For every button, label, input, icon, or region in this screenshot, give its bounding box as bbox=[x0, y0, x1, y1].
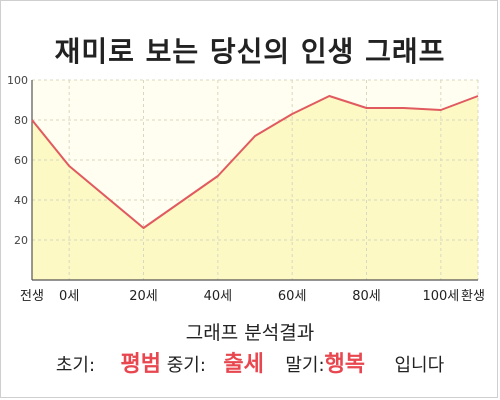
result-suffix: 입니다 bbox=[394, 355, 445, 376]
chart-title: 재미로 보는 당신의 인생 그래프 bbox=[54, 35, 446, 68]
y-tick-label: 60 bbox=[14, 154, 28, 167]
late-label: 말기: bbox=[285, 355, 325, 376]
y-tick-label: 100 bbox=[7, 74, 28, 87]
x-tick-label: 100세 bbox=[422, 289, 459, 304]
result-summary: 초기: 평범 중기: 출세 말기:행복 입니다 bbox=[0, 346, 500, 378]
x-tick-label: 환생 bbox=[461, 289, 485, 304]
mid-value: 출세 bbox=[223, 352, 264, 377]
x-tick-label: 20세 bbox=[129, 289, 158, 304]
y-tick-label: 20 bbox=[14, 234, 28, 247]
x-tick-label: 60세 bbox=[278, 289, 307, 304]
x-tick-label: 0세 bbox=[59, 289, 79, 304]
x-tick-label: 80세 bbox=[352, 289, 381, 304]
late-value: 행복 bbox=[324, 352, 365, 377]
series-line bbox=[31, 95, 479, 229]
y-tick-label: 80 bbox=[14, 114, 28, 127]
x-tick-label: 40세 bbox=[204, 289, 233, 304]
early-value: 평범 bbox=[120, 352, 161, 377]
result-title: 그래프 분석결과 bbox=[185, 322, 315, 344]
mid-label: 중기: bbox=[166, 355, 206, 376]
y-tick-label: 40 bbox=[14, 194, 28, 207]
early-label: 초기: bbox=[55, 355, 96, 376]
x-tick-label: 전생 bbox=[20, 289, 44, 304]
